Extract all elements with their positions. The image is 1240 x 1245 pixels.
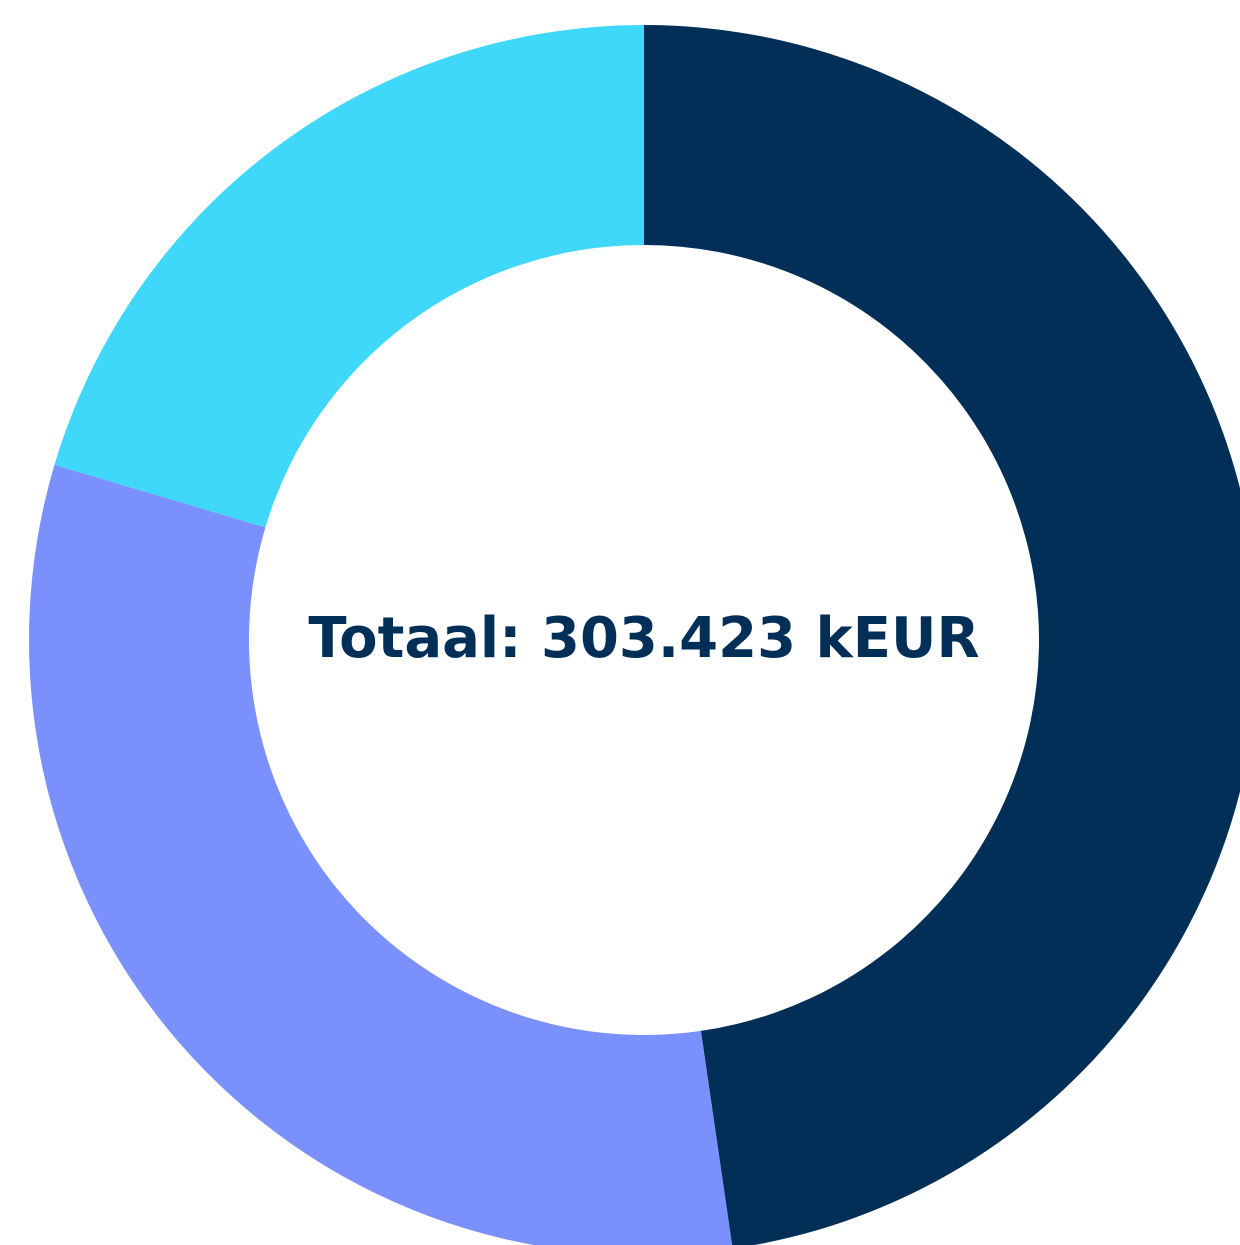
donut	[29, 25, 1240, 1245]
donut-slice	[54, 25, 645, 528]
donut-slice	[29, 464, 733, 1245]
donut-slice	[644, 25, 1240, 1245]
center-label: Totaal: 303.423 kEUR	[308, 606, 979, 671]
